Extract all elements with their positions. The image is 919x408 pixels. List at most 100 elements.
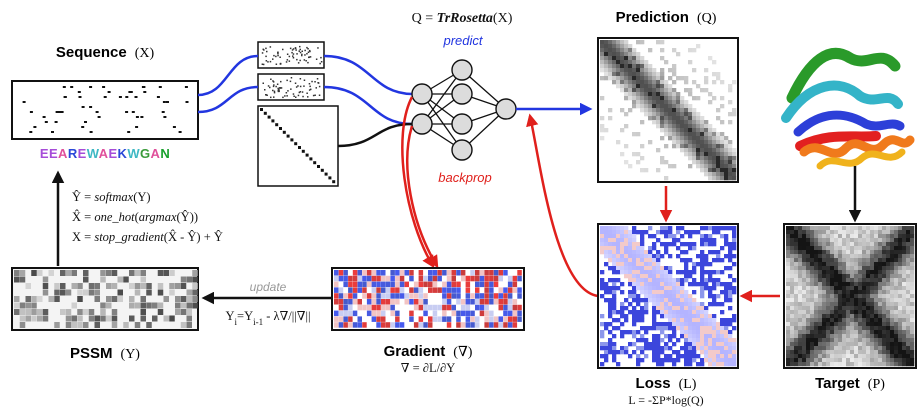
map-cell bbox=[814, 242, 819, 247]
map-cell bbox=[712, 164, 717, 169]
map-cell bbox=[906, 330, 911, 335]
map-cell bbox=[688, 124, 693, 129]
map-cell bbox=[866, 298, 871, 303]
onehot-dot bbox=[162, 101, 166, 103]
map-cell bbox=[858, 314, 863, 319]
map-cell bbox=[894, 274, 899, 279]
map-cell bbox=[882, 318, 887, 323]
map-cell bbox=[620, 226, 625, 231]
feature-dot bbox=[299, 45, 301, 48]
gradient-cell bbox=[395, 287, 400, 293]
map-cell bbox=[794, 282, 799, 287]
map-cell bbox=[724, 358, 729, 363]
gradient-cell bbox=[371, 275, 377, 282]
map-cell bbox=[854, 254, 859, 259]
map-cell bbox=[696, 342, 701, 347]
map-cell bbox=[794, 242, 799, 247]
map-cell bbox=[906, 242, 911, 247]
map-cell bbox=[620, 152, 625, 157]
map-cell bbox=[676, 246, 681, 251]
map-cell bbox=[612, 302, 617, 307]
map-cell bbox=[704, 354, 709, 359]
map-cell bbox=[656, 358, 661, 363]
map-cell bbox=[656, 278, 661, 283]
map-cell bbox=[728, 334, 733, 339]
map-cell bbox=[624, 56, 629, 61]
gradient-cell bbox=[423, 322, 428, 328]
map-cell bbox=[680, 354, 685, 359]
map-cell bbox=[620, 246, 625, 251]
onehot-dot bbox=[51, 131, 54, 133]
gradient-cell bbox=[334, 287, 339, 293]
map-cell bbox=[624, 258, 629, 263]
map-cell bbox=[688, 148, 693, 153]
pssm-cell bbox=[146, 322, 152, 328]
map-cell bbox=[640, 56, 645, 61]
diagonal-cell bbox=[260, 108, 263, 111]
gradient-cell bbox=[507, 304, 513, 311]
gradient-cell bbox=[479, 270, 485, 276]
map-cell bbox=[688, 92, 693, 97]
map-cell bbox=[608, 56, 613, 61]
map-cell bbox=[898, 254, 903, 259]
map-cell bbox=[692, 318, 697, 323]
map-cell bbox=[692, 310, 697, 315]
map-cell bbox=[910, 318, 915, 323]
map-cell bbox=[720, 330, 725, 335]
pssm-cell bbox=[71, 270, 77, 276]
gradient-heatmap bbox=[334, 270, 522, 328]
gradient-cell bbox=[352, 299, 358, 305]
map-cell bbox=[644, 168, 649, 173]
pssm-cell bbox=[106, 270, 112, 276]
feature-dot bbox=[297, 85, 299, 87]
map-cell bbox=[802, 350, 807, 355]
map-cell bbox=[636, 250, 641, 255]
map-cell bbox=[822, 294, 827, 299]
map-cell bbox=[604, 56, 609, 61]
onehot-dot bbox=[163, 116, 167, 118]
map-cell bbox=[672, 120, 677, 125]
map-cell bbox=[620, 88, 625, 93]
map-cell bbox=[652, 318, 657, 323]
map-cell bbox=[604, 44, 609, 49]
map-cell bbox=[874, 294, 879, 299]
feature-dot bbox=[275, 55, 277, 58]
map-cell bbox=[688, 338, 693, 343]
gradient-cell bbox=[413, 299, 419, 305]
feature-dot bbox=[294, 82, 297, 84]
map-cell bbox=[850, 306, 855, 311]
map-cell bbox=[906, 334, 911, 339]
map-cell bbox=[826, 322, 831, 327]
map-cell bbox=[680, 104, 685, 109]
map-cell bbox=[732, 254, 737, 259]
map-cell bbox=[724, 242, 729, 247]
pssm-cell bbox=[37, 296, 43, 302]
diagonal-cell bbox=[286, 134, 290, 138]
feature-dot bbox=[273, 90, 276, 93]
map-cell bbox=[794, 326, 799, 331]
map-cell bbox=[890, 350, 895, 355]
map-cell bbox=[878, 358, 883, 363]
map-cell bbox=[794, 290, 799, 295]
map-cell bbox=[894, 342, 899, 347]
pssm-cell bbox=[42, 276, 49, 283]
gradient-cell bbox=[475, 304, 480, 311]
map-cell bbox=[874, 346, 879, 351]
map-cell bbox=[716, 156, 721, 161]
map-cell bbox=[636, 258, 641, 263]
map-cell bbox=[854, 310, 859, 315]
map-cell bbox=[608, 48, 613, 53]
map-cell bbox=[604, 230, 609, 235]
map-cell bbox=[668, 282, 673, 287]
gradient-cell bbox=[489, 299, 494, 305]
map-cell bbox=[850, 354, 855, 359]
map-cell bbox=[790, 354, 795, 359]
map-cell bbox=[716, 282, 721, 287]
map-cell bbox=[826, 318, 831, 323]
map-cell bbox=[854, 330, 859, 335]
map-cell bbox=[624, 80, 629, 85]
map-cell bbox=[728, 294, 733, 299]
map-cell bbox=[842, 242, 847, 247]
map-cell bbox=[696, 322, 701, 327]
map-cell bbox=[814, 258, 819, 263]
